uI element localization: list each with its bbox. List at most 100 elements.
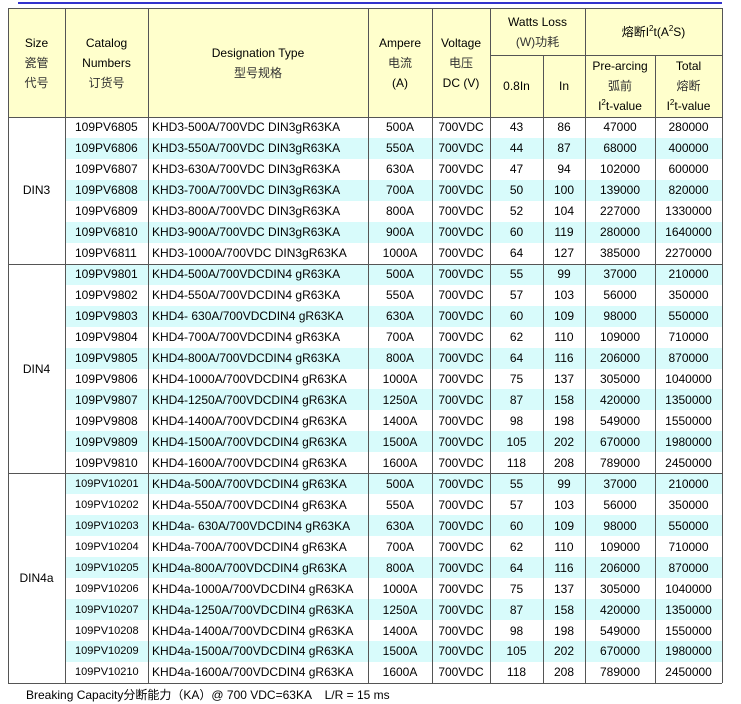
cell-text: 57: [509, 288, 524, 303]
table-cell: 820000: [655, 179, 722, 201]
cell-text: 109PV6808: [75, 183, 138, 198]
table-cell: 1400A: [368, 410, 432, 432]
cell-text: KHD4- 630A/700VDCDIN4 gR63KA: [152, 309, 344, 324]
cell-text: 1040000: [665, 581, 712, 596]
text-part: t-value: [605, 99, 642, 113]
cell-text: 127: [553, 246, 575, 261]
cell-text: 109PV10207: [75, 603, 139, 616]
grid-rule: [490, 8, 491, 683]
cell-text: 700VDC: [438, 351, 484, 366]
table-cell: 103: [543, 284, 585, 306]
grid-rule: [8, 682, 722, 684]
cell-text: 550000: [668, 309, 709, 324]
cell-text: 62: [509, 539, 524, 554]
cell-text: 202: [553, 644, 575, 659]
cell-text: 700VDC: [438, 497, 484, 512]
table-cell: 1500A: [368, 431, 432, 453]
cell-text: 109PV9803: [75, 309, 138, 324]
cell-text: 350000: [668, 497, 709, 512]
cell-text: 43: [509, 120, 524, 135]
table-cell: 800A: [368, 200, 432, 222]
table-cell: 56000: [585, 284, 655, 306]
cell-text: 100: [553, 183, 575, 198]
table-cell: 109PV10210: [65, 661, 148, 683]
cell-text: 670000: [599, 434, 641, 449]
cell-text: 52: [509, 204, 524, 219]
header-cell: Pre-arcing 弧前 I2t-value: [585, 55, 655, 117]
cell-text: 109PV6806: [75, 141, 138, 156]
cell-text: 700VDC: [438, 455, 484, 470]
cell-text: 102000: [599, 162, 641, 177]
cell-text: 206000: [599, 560, 641, 575]
table-cell: 198: [543, 620, 585, 641]
cell-text: 710000: [668, 330, 709, 345]
grid-rule: [8, 473, 722, 475]
table-cell: KHD4a-1000A/700VDCDIN4 gR63KA: [148, 578, 368, 600]
cell-text: 2450000: [665, 665, 712, 680]
cell-text: 500A: [385, 267, 415, 282]
cell-text: 700VDC: [438, 581, 484, 596]
cell-text: 700A: [385, 330, 415, 345]
table-cell: 64: [490, 242, 543, 264]
header-cell: Designation Type 型号规格: [148, 8, 368, 117]
cell-text: 99: [557, 476, 571, 491]
table-cell: 700VDC: [432, 368, 490, 390]
table-cell: 700VDC: [432, 473, 490, 495]
top-rule: [18, 2, 722, 4]
table-cell: KHD4-1500A/700VDCDIN4 gR63KA: [148, 431, 368, 453]
table-cell: KHD4-550A/700VDCDIN4 gR63KA: [148, 284, 368, 306]
cell-text: 700VDC: [438, 288, 484, 303]
cell-text: 700VDC: [438, 602, 484, 617]
cell-text: 158: [553, 602, 575, 617]
cell-text: 1500A: [382, 644, 418, 659]
cell-text: 700VDC: [438, 644, 484, 659]
table-cell: 98: [490, 620, 543, 641]
text-part: I: [598, 99, 602, 113]
cell-text: 103: [553, 497, 575, 512]
table-cell: 109000: [585, 326, 655, 348]
table-cell: 110: [543, 536, 585, 558]
table-cell: 75: [490, 578, 543, 600]
cell-text: 800A: [385, 204, 415, 219]
table-cell: KHD3-1000A/700VDC DIN3gR63KA: [148, 242, 368, 264]
cell-text: KHD3-1000A/700VDC DIN3gR63KA: [152, 246, 347, 261]
cell-text: 50: [509, 183, 524, 198]
cell-text: 1000A: [382, 371, 418, 386]
cell-text: 1350000: [665, 392, 712, 407]
table-cell: 43: [490, 117, 543, 138]
grid-rule: [8, 117, 722, 118]
cell-text: 109PV9805: [75, 351, 138, 366]
cell-line: 电压: [448, 55, 473, 70]
table-cell: 56000: [585, 494, 655, 516]
header-cell: Voltage 电压 DC (V): [432, 8, 490, 117]
cell-text: 1250A: [382, 602, 418, 617]
table-cell: 37000: [585, 263, 655, 285]
cell-text: 1400A: [382, 623, 418, 638]
cell-text: 98000: [603, 518, 637, 533]
cell-text: 550A: [385, 288, 415, 303]
cell-text: KHD3-800A/700VDC DIN3gR63KA: [152, 204, 341, 219]
cell-line: 订货号: [88, 75, 125, 90]
cell-text: DIN4a: [19, 571, 54, 586]
cell-line: Voltage: [440, 35, 482, 50]
table-cell: 800A: [368, 347, 432, 369]
cell-text: 109PV10209: [75, 645, 139, 658]
table-cell: 47000: [585, 117, 655, 138]
table-cell: 1250A: [368, 389, 432, 411]
table-cell: 87: [490, 389, 543, 411]
table-cell: 87: [490, 599, 543, 621]
table-cell: KHD3-900A/700VDC DIN3gR63KA: [148, 221, 368, 243]
grid-rule: [148, 8, 149, 683]
table-cell: KHD4-700A/700VDCDIN4 gR63KA: [148, 326, 368, 348]
table-cell: 670000: [585, 641, 655, 662]
table-cell: 305000: [585, 578, 655, 600]
cell-text: 500A: [385, 120, 415, 135]
cell-text: 700VDC: [438, 162, 484, 177]
table-cell: 109PV10205: [65, 557, 148, 579]
cell-text: KHD4a-700A/700VDCDIN4 gR63KA: [152, 539, 347, 554]
table-cell: 900A: [368, 221, 432, 243]
table-cell: 62: [490, 326, 543, 348]
table-cell: KHD4a-500A/700VDCDIN4 gR63KA: [148, 473, 368, 495]
cell-text: 549000: [599, 413, 641, 428]
table-cell: 700A: [368, 536, 432, 558]
